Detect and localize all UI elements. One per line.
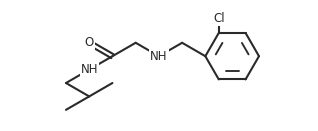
Text: O: O — [85, 36, 94, 49]
Text: NH: NH — [80, 63, 98, 76]
Text: NH: NH — [150, 50, 168, 63]
Text: Cl: Cl — [213, 12, 225, 25]
